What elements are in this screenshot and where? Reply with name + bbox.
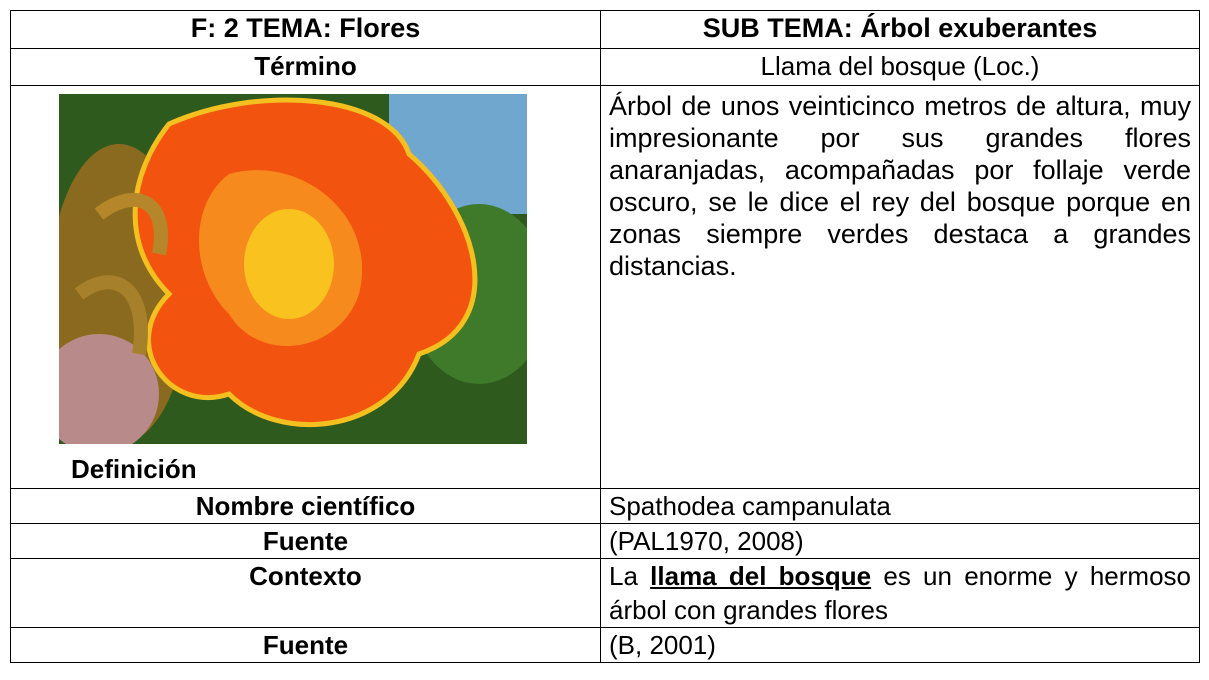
label: Fuente xyxy=(10,523,601,559)
image-cell: Definición xyxy=(10,85,601,489)
row: Definición Árbol de unos veinticinco met… xyxy=(10,85,1200,489)
definition: Árbol de unos veinticinco metros de altu… xyxy=(600,85,1200,489)
row: Nombre científico Spathodea campanulata xyxy=(10,488,1200,524)
term: llama del bosque xyxy=(650,561,872,591)
label: Fuente xyxy=(10,627,601,663)
context: La llama del bosque es un enorme y hermo… xyxy=(600,558,1200,628)
flower-image xyxy=(59,94,527,444)
label: Contexto xyxy=(10,558,601,628)
value: (PAL1970, 2008) xyxy=(600,523,1200,559)
row: Contexto La llama del bosque es un enorm… xyxy=(10,558,1200,628)
text: es un enorme y hermoso árbol con grandes… xyxy=(609,561,1191,625)
row: Término Llama del bosque (Loc.) xyxy=(10,48,1200,86)
value: Spathodea campanulata xyxy=(600,488,1200,524)
value: Llama del bosque (Loc.) xyxy=(600,48,1200,86)
text: La xyxy=(609,561,651,591)
row: Fuente (PAL1970, 2008) xyxy=(10,523,1200,559)
value: (B, 2001) xyxy=(600,627,1200,663)
row: Fuente (B, 2001) xyxy=(10,627,1200,663)
label: Definición xyxy=(71,454,197,484)
label: Término xyxy=(10,48,601,86)
header-row: F: 2 TEMA: Flores SUB TEMA: Árbol exuber… xyxy=(10,10,1200,49)
term-table: F: 2 TEMA: Flores SUB TEMA: Árbol exuber… xyxy=(10,10,1200,663)
header-right: SUB TEMA: Árbol exuberantes xyxy=(600,10,1200,49)
header-left: F: 2 TEMA: Flores xyxy=(10,10,601,49)
label: Nombre científico xyxy=(10,488,601,524)
